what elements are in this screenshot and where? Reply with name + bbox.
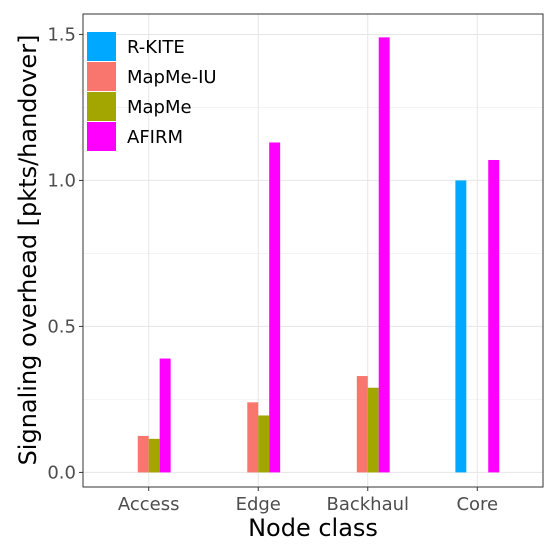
x-axis: Access Edge Backhaul Core — [118, 487, 498, 515]
legend-label: MapMe-IU — [127, 67, 217, 88]
legend-label: MapMe — [127, 97, 192, 118]
legend-key-afirm — [87, 122, 116, 151]
legend-key-mapme — [87, 92, 116, 121]
bar-mapme-access — [148, 438, 160, 473]
x-tick-label: Backhaul — [326, 494, 409, 515]
y-tick-label: 0.5 — [47, 316, 76, 337]
bar-afirm-core — [488, 159, 500, 473]
bar-r-kite-core — [455, 180, 467, 473]
bar-afirm-edge — [269, 142, 281, 473]
y-tick-label: 1.5 — [47, 24, 76, 45]
x-tick-label: Core — [456, 494, 498, 515]
legend: R-KITE MapMe-IU MapMe AFIRM — [87, 32, 217, 151]
bar-mapme-iu-edge — [247, 402, 259, 473]
x-tick-label: Edge — [236, 494, 281, 515]
bar-mapme-iu-access — [137, 435, 149, 473]
legend-label: AFIRM — [127, 127, 183, 148]
y-tick-label: 1.0 — [47, 170, 76, 191]
bar-mapme-iu-backhaul — [356, 376, 368, 473]
x-axis-title: Node class — [248, 514, 378, 542]
y-tick-label: 0.0 — [47, 462, 76, 483]
legend-key-r-kite — [87, 32, 116, 61]
bar-mapme-backhaul — [367, 387, 379, 473]
bar-afirm-access — [159, 358, 171, 473]
x-tick-label: Access — [118, 494, 180, 515]
y-axis-title: Signaling overhead [pkts/handover] — [14, 35, 42, 466]
legend-key-mapme-iu — [87, 62, 116, 91]
bar-afirm-backhaul — [378, 37, 390, 473]
legend-label: R-KITE — [127, 37, 185, 58]
bars — [137, 37, 500, 473]
bar-mapme-edge — [258, 415, 270, 473]
y-axis: 0.0 0.5 1.0 1.5 — [47, 24, 83, 483]
plot-panel-border — [82, 13, 544, 488]
